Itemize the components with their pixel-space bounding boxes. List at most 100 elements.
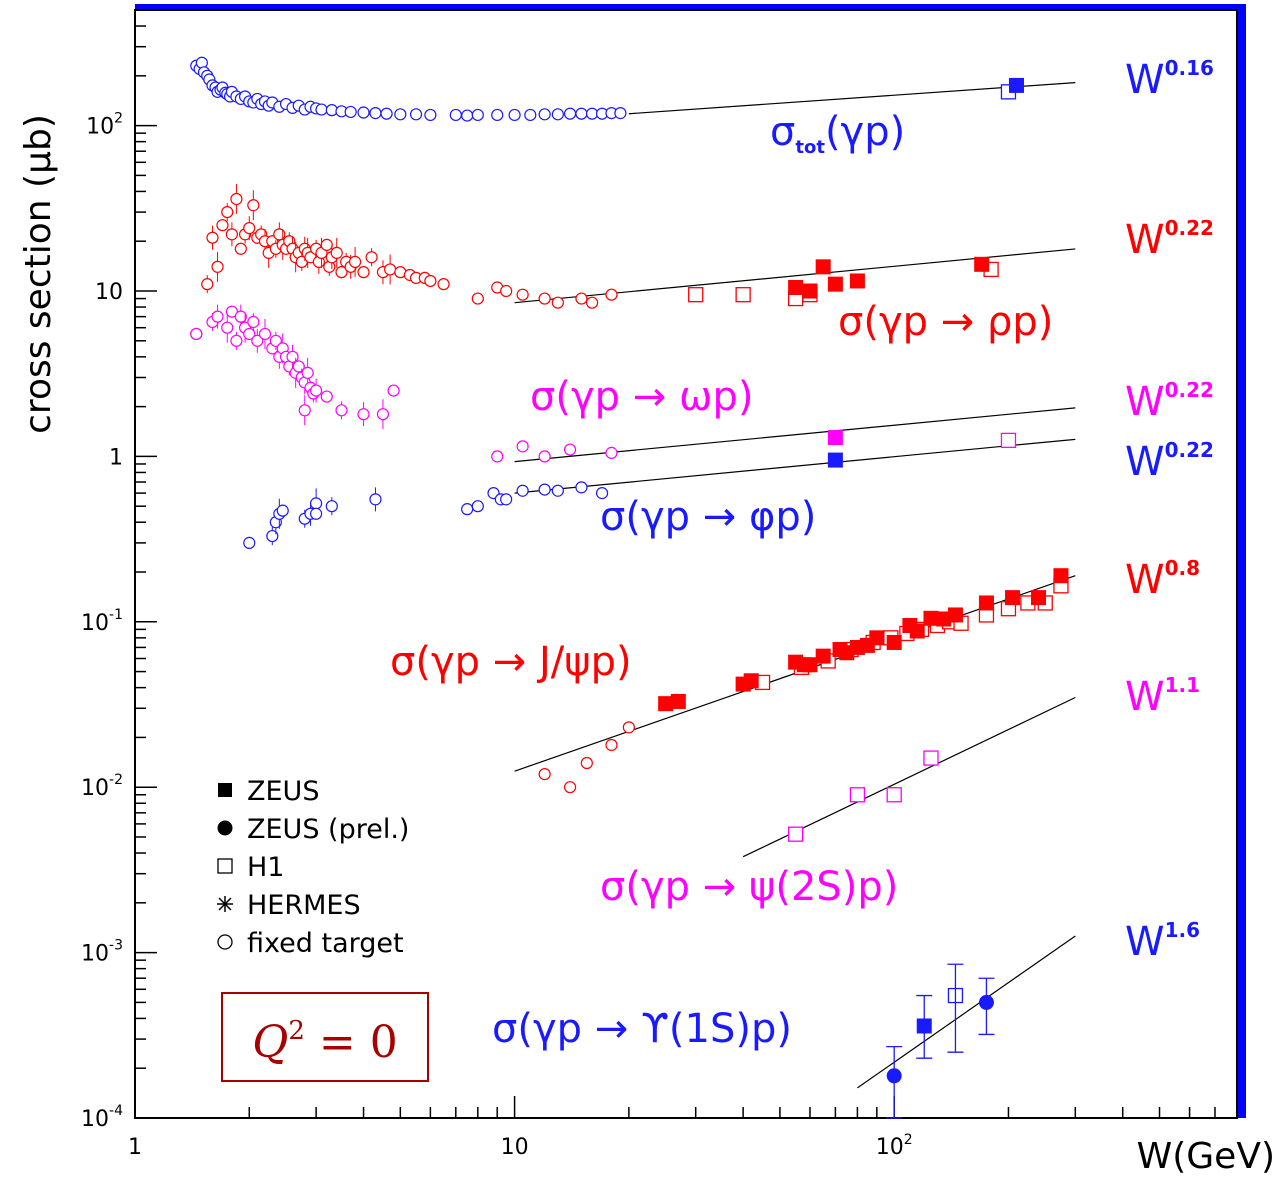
zeus-point (936, 611, 952, 627)
plot-area-border (134, 9, 1238, 1119)
zeus-point (974, 256, 990, 272)
fixed-target-point (500, 284, 513, 298)
fixed-target-point (563, 443, 577, 456)
fixed-target-point (437, 278, 450, 291)
fixed-target-point (563, 107, 577, 120)
fixed-target-point (298, 404, 311, 417)
fixed-target-point (449, 108, 462, 122)
y-tick-label: 10-4 (81, 1103, 123, 1132)
legend-entry: fixed target (217, 928, 404, 959)
fixed-target-point (500, 493, 513, 506)
process-label: σ(γp → ϒ(1S)p) (492, 1006, 792, 1052)
fixed-target-point (234, 242, 247, 255)
fit-line (514, 438, 1076, 494)
fixed-target-point (471, 500, 484, 513)
fixed-target-point (605, 288, 618, 301)
fixed-target-point (276, 504, 289, 517)
fixed-target-point (310, 507, 323, 520)
legend-filled-square (218, 783, 232, 797)
zeus-point (743, 673, 759, 689)
fixed-target-point (269, 334, 282, 347)
y-tick-label: 10-1 (81, 607, 123, 636)
fixed-target-point (330, 246, 343, 259)
fixed-target-point (320, 390, 333, 403)
h1-point (849, 787, 866, 803)
h1-point (923, 750, 939, 766)
y-tick-label: 10 (95, 280, 123, 305)
q2-annotation: Q2 = 0 (221, 992, 429, 1082)
x-axis-label: W(GeV) (1137, 1136, 1275, 1177)
legend-entry: ZEUS (218, 776, 319, 807)
legend-label: fixed target (247, 928, 404, 959)
annotation-text: Q2 = 0 (252, 1016, 397, 1068)
fixed-target-point (310, 497, 323, 510)
fixed-target-point (424, 274, 437, 288)
fixed-target-point (551, 108, 564, 121)
fixed-target-point (575, 292, 588, 305)
fit-power-label: W0.16 (1125, 56, 1214, 103)
legend-open-square (217, 858, 233, 874)
h1-point (735, 287, 751, 303)
fixed-target-point (348, 255, 362, 268)
fixed-target-point (491, 108, 504, 122)
legend: ZEUS ZEUS (prel.) H1 HERMES fixed target (217, 776, 409, 959)
annotation-box (221, 992, 429, 1082)
fixed-target-point (394, 108, 407, 121)
fixed-target-point (230, 334, 243, 347)
fixed-target-point (247, 315, 260, 329)
zeus-point (947, 607, 963, 623)
legend-star (217, 896, 233, 912)
fixed-target-point (286, 350, 299, 363)
zeus-point (827, 452, 843, 468)
fixed-target-point (234, 310, 247, 323)
zeus-point (815, 259, 831, 275)
fixed-target-point (211, 310, 224, 323)
fixed-target-point (216, 219, 229, 232)
fixed-target-point (575, 107, 588, 120)
fixed-target-point (357, 408, 370, 421)
fixed-target-point (344, 105, 357, 119)
fixed-target-point (508, 108, 521, 122)
fit-power-label: W0.22 (1125, 216, 1214, 263)
zeus-prel-point (978, 994, 994, 1010)
legend-entry: H1 (217, 852, 284, 883)
fixed-target-point (585, 107, 599, 120)
fixed-target-point (247, 199, 260, 212)
fixed-target-point (424, 108, 437, 122)
legend-label: ZEUS (prel.) (247, 814, 409, 845)
plot-frame (134, 4, 1246, 1119)
fit-power-label: W0.22 (1125, 378, 1214, 425)
legend-entry: ZEUS (prel.) (217, 814, 409, 845)
fixed-target-point (258, 327, 272, 341)
zeus-point (802, 283, 818, 299)
fixed-target-point (575, 481, 588, 494)
fixed-target-point (243, 536, 256, 549)
fixed-target-point (595, 486, 609, 500)
zeus-point (849, 273, 865, 289)
zeus-point (815, 648, 831, 664)
h1-point (886, 787, 902, 803)
zeus-prel-point (886, 1068, 902, 1084)
fixed-target-point (376, 408, 390, 421)
zeus-point (1009, 77, 1025, 93)
fixed-target-point (190, 327, 203, 341)
process-label: σtot(γp) (770, 109, 905, 158)
h1-point (787, 826, 804, 842)
legend-filled-circle (217, 820, 233, 836)
fit-line (857, 935, 1076, 1089)
process-label: σ(γp → φp) (600, 494, 816, 540)
y-tick-label: 1 (109, 445, 123, 470)
fixed-target-point (409, 108, 423, 121)
fixed-target-point (538, 768, 551, 781)
fixed-target-point (551, 296, 564, 309)
y-tick-label: 102 (86, 111, 123, 140)
fixed-target-point (622, 721, 635, 734)
zeus-point (802, 657, 818, 673)
fixed-target-point (201, 278, 214, 291)
legend-open-circle (217, 934, 233, 950)
legend-label: HERMES (247, 890, 361, 921)
fixed-target-point (301, 366, 314, 379)
process-label: σ(γp → ψ(2S)p) (600, 864, 898, 910)
x-tick-label: 10 (501, 1135, 529, 1160)
fixed-target-point (369, 493, 382, 506)
